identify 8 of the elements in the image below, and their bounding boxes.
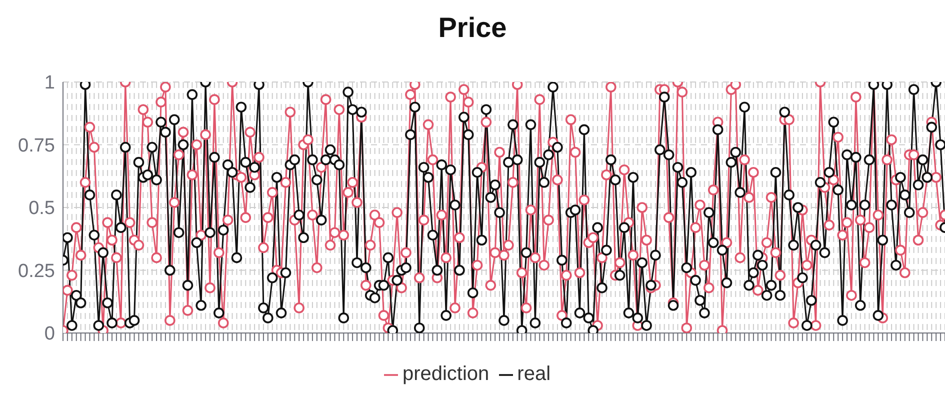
y-tick-label: 0.25 (18, 260, 55, 282)
chart-title: Price (437, 12, 508, 44)
y-tick-label: 0.75 (18, 135, 55, 156)
y-tick-label: 0 (44, 324, 55, 345)
y-tick-label: 0.5 (28, 198, 55, 220)
legend-label: prediction (402, 363, 490, 385)
y-tick-label: 1 (44, 72, 55, 94)
legend-label: real (517, 363, 551, 385)
